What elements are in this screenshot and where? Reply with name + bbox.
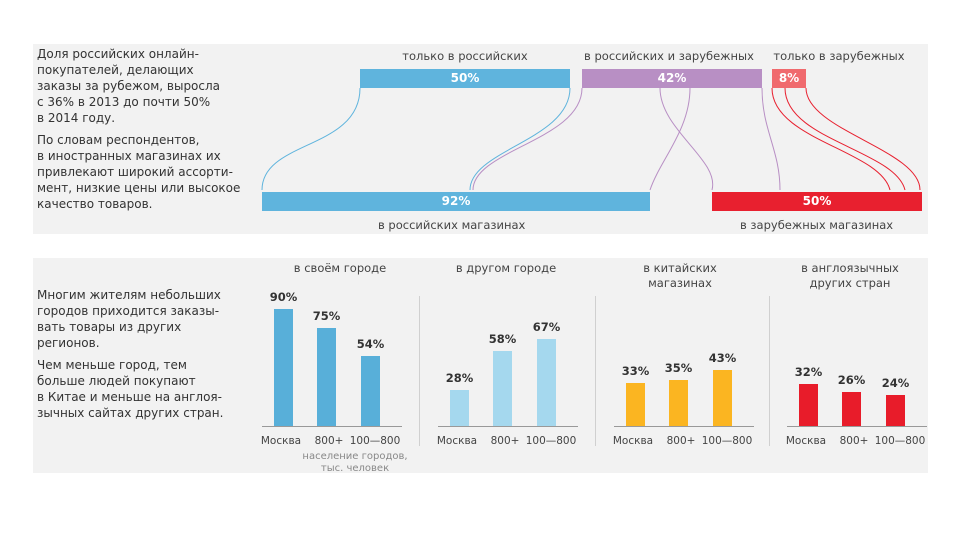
category-label: 100—800 <box>525 435 577 447</box>
group-title-other-city: в другом городе <box>455 261 557 275</box>
desc-line: больше людей покупают <box>37 374 196 388</box>
axis-baseline <box>438 426 578 427</box>
group-title-chinese: в китайских магазинах <box>643 261 717 290</box>
ribbon-both-to-ru <box>472 87 691 191</box>
group-title-english: в англоязычных других стран <box>801 261 899 290</box>
bar <box>450 390 469 426</box>
population-note: население городов, тыс. человек <box>290 451 420 475</box>
desc-line: мент, низкие цены или высокое <box>37 181 241 195</box>
bar <box>669 380 688 426</box>
category-label: 100—800 <box>349 435 401 447</box>
bar <box>713 370 732 426</box>
category-label: Москва <box>612 435 654 447</box>
axis-baseline <box>614 426 754 427</box>
group-title-own-city: в своём городе <box>293 261 387 275</box>
desc-line: качество товаров. <box>37 197 153 211</box>
category-label: Москва <box>260 435 302 447</box>
bar <box>493 351 512 426</box>
group-separator <box>595 296 596 446</box>
category-label: 800+ <box>490 435 520 447</box>
bar-value-label: 28% <box>445 371 474 385</box>
bar-value-label: 35% <box>664 361 693 375</box>
bar-only-foreign: 8% <box>772 69 806 88</box>
bottom-description: Многим жителям небольших городов приходи… <box>37 287 257 421</box>
bar <box>274 309 293 426</box>
bar <box>886 395 905 426</box>
desc-line: вать товары из других <box>37 320 182 334</box>
desc-line: в иностранных магазинах их <box>37 149 221 163</box>
group-separator <box>419 296 420 446</box>
category-label: Москва <box>785 435 827 447</box>
header-both: в российских и зарубежных <box>584 49 754 63</box>
axis-baseline <box>262 426 402 427</box>
desc-line: с 36% в 2013 до почти 50% <box>37 95 211 109</box>
bar-both: 42% <box>582 69 762 88</box>
label-foreign-shops: в зарубежных магазинах <box>740 218 894 232</box>
desc-line: городов приходится заказы- <box>37 304 220 318</box>
desc-line: Многим жителям небольших <box>37 288 221 302</box>
bar-total-ru: 92% <box>262 192 650 211</box>
desc-line: в 2014 году. <box>37 111 116 125</box>
population-note-line: тыс. человек <box>320 463 390 474</box>
header-only-foreign: только в зарубежных <box>773 49 905 63</box>
bar-value-label: 43% <box>708 351 737 365</box>
label-ru-shops: в российских магазинах <box>378 218 526 232</box>
desc-line: Чем меньше город, тем <box>37 358 187 372</box>
bar <box>842 392 861 426</box>
desc-line: заказы за рубежом, выросла <box>37 79 221 93</box>
bar-value-label: 67% <box>532 320 561 334</box>
population-note-line: население городов, <box>302 451 408 462</box>
bar-value-label: 75% <box>312 309 341 323</box>
desc-line: привлекают широкий ассорти- <box>37 165 233 179</box>
group-separator <box>769 296 770 446</box>
bar <box>317 328 336 426</box>
bar <box>361 356 380 426</box>
bar <box>537 339 556 426</box>
bar-value-label: 24% <box>881 376 910 390</box>
category-label: 800+ <box>666 435 696 447</box>
axis-baseline <box>787 426 927 427</box>
category-label: 800+ <box>314 435 344 447</box>
category-label: 800+ <box>839 435 869 447</box>
desc-line: зычных сайтах других стран. <box>37 406 224 420</box>
category-label: Москва <box>436 435 478 447</box>
bar-value-label: 33% <box>621 364 650 378</box>
desc-line: покупателей, делающих <box>37 63 194 77</box>
bar <box>626 383 645 426</box>
bar-value-label: 26% <box>837 373 866 387</box>
bar-value-label: 54% <box>356 337 385 351</box>
desc-line: регионов. <box>37 336 100 350</box>
desc-line: Доля российских онлайн- <box>37 47 199 61</box>
category-label: 100—800 <box>701 435 753 447</box>
ribbon-foreign-only <box>771 87 921 191</box>
bar-value-label: 90% <box>269 290 298 304</box>
bar-total-foreign: 50% <box>712 192 922 211</box>
desc-line: в Китае и меньше на англоя- <box>37 390 222 404</box>
bar <box>799 384 818 426</box>
ribbon-both-to-foreign <box>659 87 781 191</box>
bar-value-label: 32% <box>794 365 823 379</box>
header-only-ru: только в российских <box>402 49 528 63</box>
category-label: 100—800 <box>874 435 926 447</box>
bar-value-label: 58% <box>488 332 517 346</box>
top-description: Доля российских онлайн- покупателей, дел… <box>37 46 257 212</box>
bar-only-ru: 50% <box>360 69 570 88</box>
desc-line: По словам респондентов, <box>37 133 200 147</box>
bottom-panel <box>33 258 928 473</box>
ribbon-ru-only <box>261 87 571 191</box>
